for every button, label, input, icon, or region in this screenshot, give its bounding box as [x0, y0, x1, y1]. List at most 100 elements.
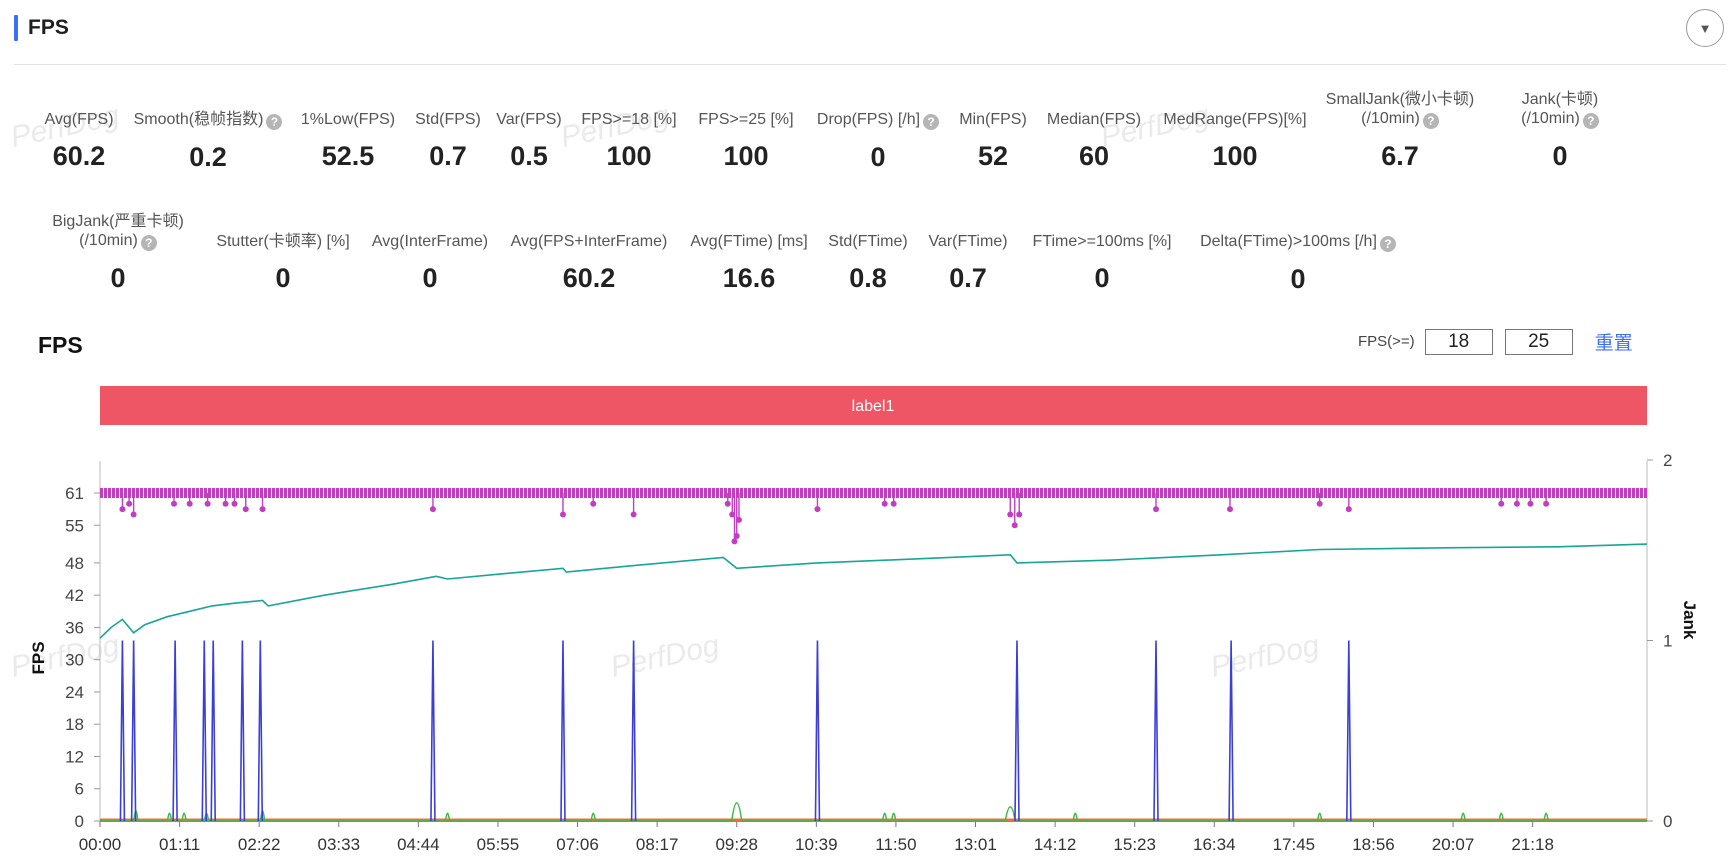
metric-label: Var(FPS) — [496, 111, 562, 128]
fps-threshold-controls: FPS(>=) 重置 — [1358, 328, 1633, 355]
metric-avg-fps-interframe: Avg(FPS+InterFrame) 60.2 — [506, 232, 672, 294]
metric-label: Avg(InterFrame) — [371, 233, 489, 250]
x-tick-label: 14:12 — [1034, 835, 1077, 854]
help-icon[interactable]: ? — [140, 235, 157, 251]
metric-avg-fps: Avg(FPS) 60.2 — [28, 110, 130, 172]
y-tick-label: 61 — [65, 484, 84, 503]
metric-label-unit: (/10min) — [79, 232, 138, 249]
metric-label: FTime>=100ms [%] — [1032, 233, 1172, 250]
x-tick-label: 13:01 — [954, 835, 997, 854]
x-tick-label: 04:44 — [397, 835, 440, 854]
fps-point — [1226, 506, 1233, 513]
metric-value: 52 — [977, 141, 1009, 171]
metric-small-jank: SmallJank(微小卡顿) (/10min)? 6.7 — [1318, 90, 1482, 172]
fps-point — [1543, 500, 1550, 507]
help-icon[interactable]: ? — [1582, 113, 1599, 129]
metric-fps-ge-25: FPS>=25 [%] 100 — [692, 110, 800, 172]
metric-value: 0.7 — [429, 141, 467, 171]
threshold-high-input[interactable] — [1504, 328, 1573, 355]
fps-point — [119, 506, 126, 513]
jank-spike — [239, 640, 246, 822]
metric-value: 0.8 — [849, 263, 887, 293]
fps-point — [1316, 500, 1323, 507]
y2-axis-title: Jank — [1680, 601, 1699, 640]
y-tick-label: 18 — [65, 715, 84, 734]
metric-big-jank: BigJank(严重卡顿) (/10min)? 0 — [38, 212, 198, 294]
x-tick-label: 11:50 — [875, 835, 916, 854]
threshold-label: FPS(>=) — [1358, 333, 1415, 350]
fps-point — [881, 500, 888, 507]
metric-value: 60.2 — [562, 263, 616, 293]
y-tick-label: 42 — [65, 586, 84, 605]
fps-point — [222, 500, 229, 507]
metric-var-fps: Var(FPS) 0.5 — [490, 110, 568, 172]
metric-value: 100 — [723, 141, 769, 171]
metric-fps-ge-18: FPS>=18 [%] 100 — [574, 110, 684, 172]
metric-value: 0.2 — [189, 142, 227, 172]
fps-point — [729, 511, 736, 518]
metric-label-unit: (/10min) — [1521, 110, 1580, 127]
x-tick-label: 07:06 — [556, 835, 599, 854]
fps-point — [170, 500, 177, 507]
metric-value: 0 — [422, 263, 438, 293]
jank-spike — [201, 640, 208, 822]
fps-point — [724, 500, 731, 507]
reset-link[interactable]: 重置 — [1594, 333, 1633, 354]
jank-spike — [1014, 640, 1020, 822]
metric-label: BigJank(严重卡顿) — [52, 213, 184, 230]
metric-label: Avg(FTime) [ms] — [690, 233, 808, 250]
help-icon[interactable]: ? — [1422, 113, 1439, 129]
threshold-low-input[interactable] — [1424, 328, 1493, 355]
x-tick-label: 01:11 — [159, 835, 200, 854]
fps-point — [1011, 522, 1018, 529]
y-tick-label: 12 — [65, 747, 84, 766]
fps-point — [590, 500, 597, 507]
fps-point — [559, 511, 566, 518]
chevron-down-icon: ▼ — [1698, 20, 1712, 36]
x-tick-label: 09:28 — [715, 835, 758, 854]
collapse-button[interactable]: ▼ — [1686, 9, 1724, 47]
chart-title: FPS — [38, 332, 83, 358]
metric-value: 100 — [606, 141, 652, 171]
metric-label: FPS>=18 [%] — [581, 111, 677, 128]
metric-value: 0 — [1094, 263, 1110, 293]
x-tick-label: 10:39 — [795, 835, 838, 854]
fps-point — [242, 506, 249, 513]
jank-spike — [130, 640, 137, 822]
jank-spike — [430, 640, 436, 822]
metric-1-low-fps: 1%Low(FPS) 52.5 — [296, 110, 400, 172]
metric-value: 100 — [1212, 141, 1258, 171]
panel-header: FPS — [14, 14, 69, 42]
metric-label: Stutter(卡顿率) [%] — [216, 233, 350, 250]
jank-spike — [560, 640, 566, 822]
fps-point — [733, 533, 740, 540]
y-tick-label: 55 — [65, 516, 84, 535]
help-icon[interactable]: ? — [923, 114, 940, 130]
metric-label: SmallJank(微小卡顿) — [1325, 91, 1475, 108]
fps-point — [1007, 511, 1014, 518]
metric-label: Var(FTime) — [928, 233, 1008, 250]
metric-ftime-ge-100ms: FTime>=100ms [%] 0 — [1024, 232, 1180, 294]
x-tick-label: 00:00 — [79, 835, 122, 854]
metric-value: 0 — [110, 263, 126, 293]
y2-tick-label: 0 — [1663, 812, 1672, 831]
y-tick-label: 48 — [65, 554, 84, 573]
fps-point — [1345, 506, 1352, 513]
y-tick-label: 0 — [75, 812, 84, 831]
series-line-avg-fps — [99, 543, 1648, 639]
metric-value: 52.5 — [321, 141, 375, 171]
jank-spike — [172, 640, 178, 822]
fps-point — [204, 500, 211, 507]
metric-label: Min(FPS) — [959, 111, 1027, 128]
x-tick-label: 05:55 — [477, 835, 520, 854]
metric-value: 0 — [1290, 264, 1306, 294]
help-icon[interactable]: ? — [1379, 236, 1396, 252]
metric-label: Delta(FTime)>100ms [/h] — [1200, 233, 1377, 250]
metric-value: 0.7 — [949, 263, 987, 293]
metric-value: 0 — [275, 263, 291, 293]
metric-min-fps: Min(FPS) 52 — [952, 110, 1034, 172]
metric-label: Jank(卡顿) — [1521, 91, 1599, 108]
label-band[interactable] — [100, 386, 1647, 425]
help-icon[interactable]: ? — [266, 114, 283, 130]
metric-value: 60.2 — [52, 141, 106, 171]
